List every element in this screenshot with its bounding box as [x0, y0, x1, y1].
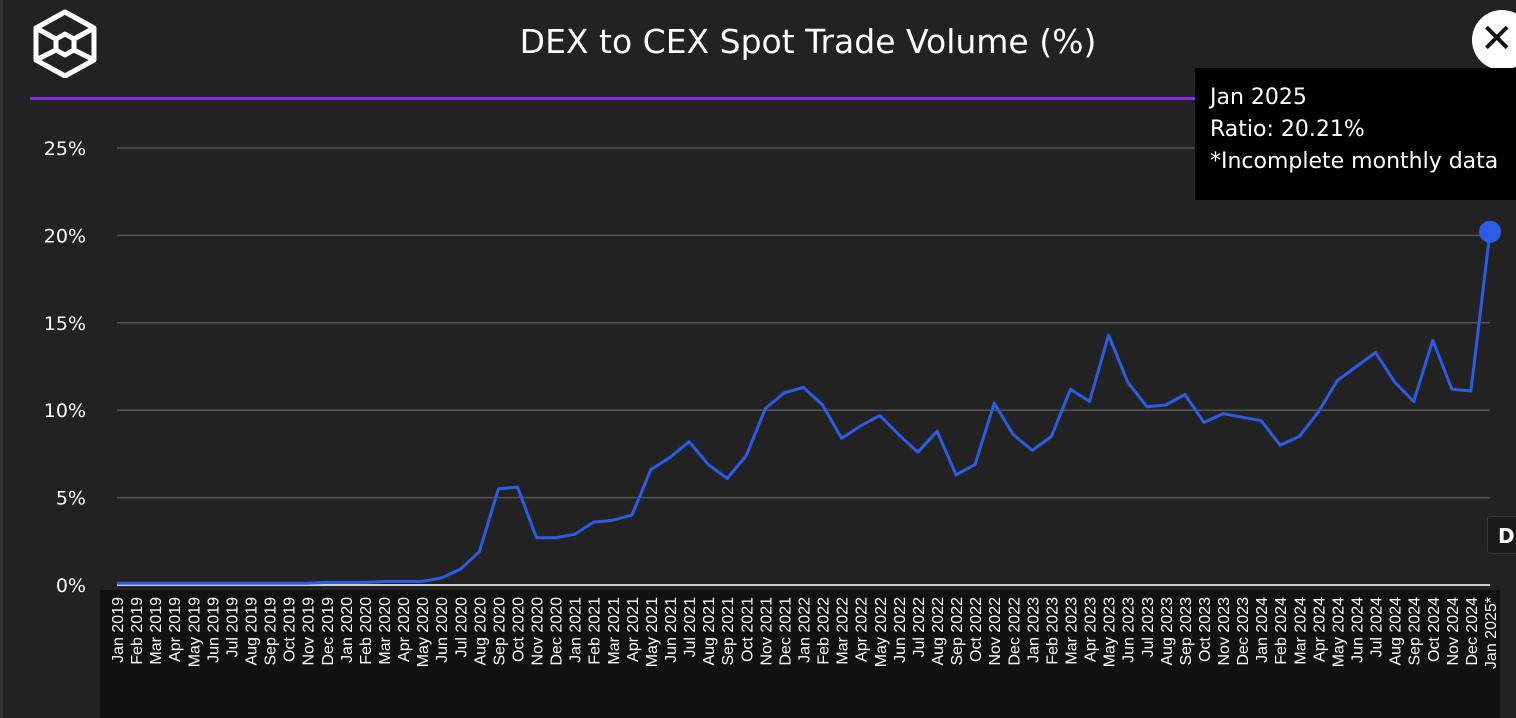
x-tick-label: May 2019	[186, 597, 203, 667]
x-tick-label: Aug 2020	[472, 597, 489, 666]
close-button[interactable]: ✕	[1472, 10, 1516, 70]
x-tick-label: Apr 2024	[1311, 597, 1328, 662]
x-tick-label: Jan 2023	[1025, 597, 1042, 663]
x-axis-label-band	[100, 590, 1500, 718]
x-tick-label: Sep 2021	[720, 597, 737, 666]
close-icon: ✕	[1480, 16, 1514, 62]
x-tick-label: Nov 2020	[530, 597, 547, 666]
x-tick-label: May 2023	[1102, 597, 1119, 667]
x-tick-label: Jul 2020	[453, 597, 470, 658]
x-tick-label: May 2024	[1330, 597, 1347, 667]
x-tick-label: Jun 2020	[434, 597, 451, 663]
x-tick-label: Jul 2024	[1369, 597, 1386, 658]
data-tooltip: Jan 2025 Ratio: 20.21% *Incomplete month…	[1195, 68, 1516, 200]
x-tick-label: Dec 2023	[1235, 597, 1252, 666]
x-tick-label: Dec 2024	[1464, 597, 1481, 666]
x-tick-label: Jul 2023	[1140, 597, 1157, 658]
x-tick-label: Feb 2021	[587, 597, 604, 665]
x-tick-label: Jul 2021	[682, 597, 699, 658]
x-tick-label: Mar 2023	[1063, 597, 1080, 665]
chart-title: DEX to CEX Spot Trade Volume (%)	[519, 22, 1097, 61]
y-tick-label: 0%	[56, 575, 86, 597]
x-tick-label: Oct 2024	[1426, 597, 1443, 662]
x-tick-label: Jan 2020	[339, 597, 356, 663]
tooltip-note: *Incomplete monthly data	[1210, 149, 1499, 174]
x-tick-label: Jun 2021	[663, 597, 680, 663]
x-tick-label: Mar 2021	[606, 597, 623, 665]
x-tick-label: Mar 2024	[1292, 597, 1309, 665]
y-tick-label: 15%	[44, 313, 86, 335]
x-tick-label: Dec 2022	[1006, 597, 1023, 666]
x-tick-label: Sep 2022	[949, 597, 966, 666]
x-tick-label: Nov 2024	[1445, 597, 1462, 666]
x-tick-label: Jul 2022	[911, 597, 928, 658]
x-tick-label: Mar 2020	[377, 597, 394, 665]
x-tick-label: Oct 2023	[1197, 597, 1214, 662]
x-tick-label: Sep 2020	[491, 597, 508, 666]
x-tick-label: Feb 2019	[129, 597, 146, 665]
x-tick-label: Sep 2024	[1407, 597, 1424, 666]
x-tick-label: Jan 2024	[1254, 597, 1271, 663]
x-tick-label: Apr 2021	[625, 597, 642, 662]
y-tick-label: 25%	[44, 138, 86, 160]
x-tick-label: Jun 2022	[892, 597, 909, 663]
x-tick-label: Mar 2022	[835, 597, 852, 665]
x-tick-label: Feb 2023	[1044, 597, 1061, 665]
x-tick-label: May 2020	[415, 597, 432, 667]
x-tick-label: Jan 2022	[797, 597, 814, 663]
x-tick-label: Sep 2023	[1178, 597, 1195, 666]
x-tick-label: Jan 2019	[110, 597, 127, 663]
x-tick-label: Aug 2022	[930, 597, 947, 666]
x-tick-label: Apr 2019	[167, 597, 184, 662]
x-tick-label: Oct 2019	[282, 597, 299, 662]
x-tick-label: Aug 2019	[243, 597, 260, 666]
x-tick-label: May 2021	[644, 597, 661, 667]
title-divider	[30, 97, 1210, 100]
x-tick-label: Feb 2022	[816, 597, 833, 665]
x-tick-label: Dec 2019	[320, 597, 337, 666]
x-tick-label: Oct 2021	[739, 597, 756, 662]
x-tick-label: Oct 2020	[510, 597, 527, 662]
x-tick-label: Oct 2022	[968, 597, 985, 662]
x-tick-label: Aug 2023	[1159, 597, 1176, 666]
x-tick-label: Sep 2019	[263, 597, 280, 666]
x-tick-label: Jun 2024	[1350, 597, 1367, 663]
x-tick-label: Nov 2023	[1216, 597, 1233, 666]
x-tick-label: Jan 2021	[568, 597, 585, 663]
x-tick-label: Feb 2020	[358, 597, 375, 665]
x-tick-label: Apr 2020	[396, 597, 413, 662]
x-tick-label: Jun 2019	[205, 597, 222, 663]
tooltip-ratio: Ratio: 20.21%	[1210, 117, 1365, 142]
side-button[interactable]: D	[1487, 516, 1516, 554]
x-tick-label: Aug 2024	[1388, 597, 1405, 666]
x-tick-label: Apr 2022	[854, 597, 871, 662]
cube-logo-icon	[33, 9, 97, 78]
tooltip-date: Jan 2025	[1210, 85, 1307, 110]
y-tick-label: 10%	[44, 400, 86, 422]
x-tick-label: Jul 2019	[224, 597, 241, 658]
y-tick-label: 5%	[56, 488, 86, 510]
x-tick-label: May 2022	[873, 597, 890, 667]
x-tick-label: Jun 2023	[1121, 597, 1138, 663]
highlighted-data-point	[1479, 220, 1501, 243]
x-tick-label: Mar 2019	[148, 597, 165, 665]
x-tick-label: Nov 2022	[987, 597, 1004, 666]
x-tick-label: Apr 2023	[1083, 597, 1100, 662]
window-edge	[0, 0, 3, 718]
x-tick-label: Dec 2021	[777, 597, 794, 666]
y-tick-label: 20%	[44, 225, 86, 247]
x-tick-label: Feb 2024	[1273, 597, 1290, 665]
x-tick-label: Aug 2021	[701, 597, 718, 666]
x-tick-label: Dec 2020	[549, 597, 566, 666]
x-tick-label: Nov 2019	[301, 597, 318, 666]
series-line	[117, 231, 1492, 585]
x-tick-label: Nov 2021	[758, 597, 775, 666]
x-tick-label: Jan 2025*	[1483, 597, 1500, 669]
